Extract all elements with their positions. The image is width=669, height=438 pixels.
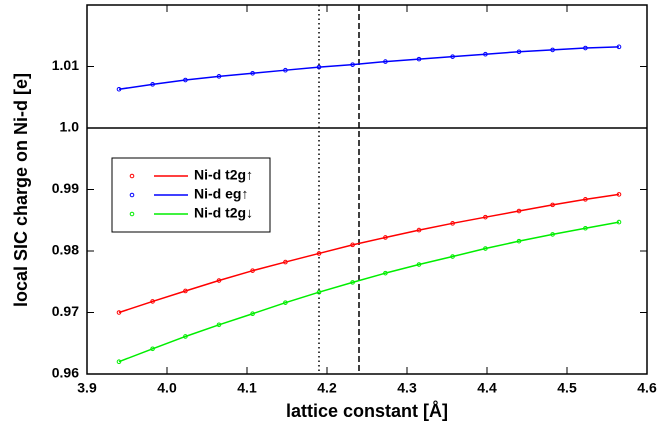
y-tick-label: 0.97 xyxy=(52,303,79,319)
x-tick-label: 4.2 xyxy=(317,380,337,396)
data-point xyxy=(150,346,155,352)
data-point xyxy=(516,208,522,214)
data-point xyxy=(316,251,322,256)
data-point xyxy=(283,67,288,73)
data-point xyxy=(550,202,555,208)
y-tick-label: 0.98 xyxy=(52,242,79,258)
data-point xyxy=(116,359,122,365)
x-tick-label: 4.0 xyxy=(157,380,177,396)
data-point xyxy=(416,227,422,233)
data-point xyxy=(450,54,455,59)
data-point xyxy=(550,47,555,53)
data-point xyxy=(183,334,188,339)
data-point xyxy=(583,45,588,51)
x-tick-label: 4.5 xyxy=(557,380,577,396)
legend-label: Ni-d eg↑ xyxy=(194,186,248,202)
data-point xyxy=(183,288,188,294)
data-point xyxy=(583,197,588,202)
data-point xyxy=(516,49,522,55)
data-point xyxy=(583,225,588,231)
data-point xyxy=(616,192,622,197)
data-point xyxy=(116,86,122,92)
data-point xyxy=(483,214,488,220)
legend-label: Ni-d t2g↓ xyxy=(194,205,253,221)
series-line xyxy=(118,193,620,314)
data-point xyxy=(450,254,455,259)
legend-marker xyxy=(129,173,135,179)
data-point xyxy=(283,259,288,265)
legend-label: Ni-d t2g↑ xyxy=(194,167,253,183)
data-point xyxy=(516,238,522,244)
x-axis-label: lattice constant [Å] xyxy=(286,401,448,421)
data-point xyxy=(350,242,355,248)
data-point xyxy=(250,268,255,273)
data-point xyxy=(216,322,222,328)
data-point xyxy=(316,64,322,70)
data-point xyxy=(350,62,355,67)
data-point xyxy=(483,246,488,251)
data-point xyxy=(283,300,288,305)
x-tick-label: 4.3 xyxy=(397,380,417,396)
y-tick-label: 1.01 xyxy=(52,57,79,73)
data-point xyxy=(216,74,222,79)
y-tick-label: 1.0 xyxy=(60,119,80,135)
data-point xyxy=(550,232,555,237)
series-line xyxy=(118,221,620,363)
data-point xyxy=(150,299,155,304)
data-point xyxy=(250,311,255,317)
data-point xyxy=(250,70,255,76)
data-point xyxy=(416,262,422,267)
legend-box xyxy=(111,157,271,233)
data-point xyxy=(383,270,388,276)
data-point xyxy=(383,59,388,64)
data-point xyxy=(316,289,322,295)
y-tick-label: 0.96 xyxy=(52,365,79,381)
data-point xyxy=(616,44,622,50)
legend-marker xyxy=(129,211,135,217)
x-tick-label: 4.6 xyxy=(637,380,657,396)
x-tick-label: 4.1 xyxy=(237,380,257,396)
x-tick-label: 3.9 xyxy=(77,380,97,396)
data-point xyxy=(116,310,122,315)
data-point xyxy=(616,219,622,225)
y-tick-label: 0.99 xyxy=(52,180,79,196)
data-point xyxy=(450,221,455,226)
data-point xyxy=(216,278,222,283)
data-point xyxy=(350,280,355,285)
y-axis-label: local SIC charge on Ni-d [e] xyxy=(11,73,31,307)
data-point xyxy=(483,51,488,57)
series-line xyxy=(118,46,620,90)
data-point xyxy=(183,77,188,83)
x-tick-label: 4.4 xyxy=(477,380,497,396)
data-point xyxy=(416,56,422,62)
data-point xyxy=(150,82,155,87)
legend-marker xyxy=(129,192,135,198)
data-point xyxy=(383,235,388,240)
